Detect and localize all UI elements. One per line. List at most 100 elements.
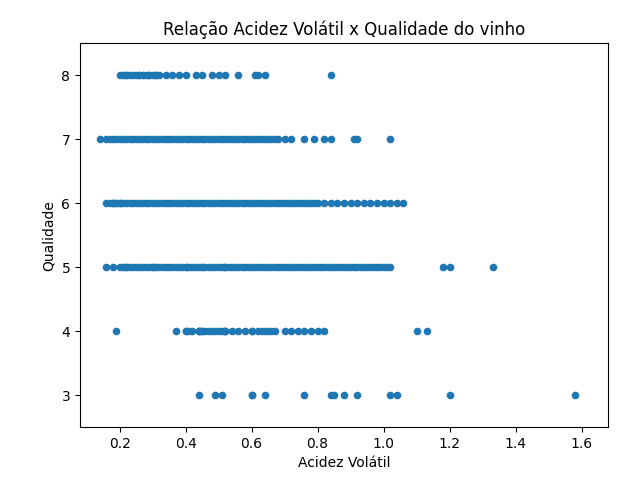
Point [128, 135, 138, 143]
Point [240, 327, 250, 335]
Point [280, 327, 290, 335]
Point [392, 199, 402, 207]
Point [214, 264, 224, 271]
Point [246, 135, 257, 143]
Point [227, 327, 237, 335]
Point [342, 264, 353, 271]
Point [339, 391, 349, 399]
Point [128, 199, 138, 207]
Point [141, 264, 151, 271]
Point [263, 199, 273, 207]
X-axis label: Acidez Volátil: Acidez Volátil [298, 456, 390, 470]
Point [194, 135, 204, 143]
Point [204, 327, 214, 335]
Point [194, 199, 204, 207]
Point [180, 264, 191, 271]
Point [200, 264, 211, 271]
Point [174, 135, 184, 143]
Point [316, 264, 326, 271]
Point [240, 264, 250, 271]
Point [194, 264, 204, 271]
Point [101, 264, 111, 271]
Point [283, 199, 293, 207]
Point [161, 135, 171, 143]
Point [250, 199, 260, 207]
Point [246, 327, 257, 335]
Point [257, 199, 267, 207]
Point [138, 264, 148, 271]
Point [138, 199, 148, 207]
Point [147, 199, 157, 207]
Point [154, 72, 164, 79]
Y-axis label: Qualidade: Qualidade [42, 200, 56, 271]
Point [289, 199, 300, 207]
Point [118, 199, 128, 207]
Point [147, 72, 157, 79]
Point [151, 72, 161, 79]
Point [332, 264, 342, 271]
Point [157, 135, 168, 143]
Point [570, 391, 580, 399]
Point [227, 264, 237, 271]
Point [269, 264, 280, 271]
Point [121, 72, 131, 79]
Point [329, 264, 339, 271]
Point [257, 135, 267, 143]
Point [312, 327, 323, 335]
Point [223, 135, 234, 143]
Point [121, 199, 131, 207]
Point [326, 72, 336, 79]
Point [445, 391, 455, 399]
Point [220, 264, 230, 271]
Point [312, 199, 323, 207]
Point [161, 199, 171, 207]
Point [95, 135, 105, 143]
Point [124, 264, 134, 271]
Point [234, 72, 244, 79]
Point [260, 135, 270, 143]
Point [144, 72, 154, 79]
Point [372, 199, 382, 207]
Point [151, 264, 161, 271]
Point [385, 199, 396, 207]
Point [151, 72, 161, 79]
Point [352, 199, 362, 207]
Point [217, 264, 227, 271]
Point [108, 135, 118, 143]
Point [180, 327, 191, 335]
Point [250, 72, 260, 79]
Point [266, 135, 276, 143]
Point [171, 264, 181, 271]
Point [237, 135, 247, 143]
Point [171, 135, 181, 143]
Point [240, 135, 250, 143]
Point [190, 199, 200, 207]
Point [220, 135, 230, 143]
Point [118, 72, 128, 79]
Point [121, 72, 131, 79]
Point [227, 135, 237, 143]
Point [108, 264, 118, 271]
Point [230, 264, 240, 271]
Point [197, 264, 207, 271]
Point [303, 199, 313, 207]
Point [385, 135, 396, 143]
Point [250, 264, 260, 271]
Point [246, 327, 257, 335]
Point [157, 199, 168, 207]
Point [210, 264, 220, 271]
Point [180, 264, 191, 271]
Point [147, 264, 157, 271]
Point [234, 264, 244, 271]
Point [412, 327, 422, 335]
Point [207, 135, 217, 143]
Point [220, 327, 230, 335]
Point [111, 327, 122, 335]
Point [263, 327, 273, 335]
Point [246, 264, 257, 271]
Point [115, 264, 125, 271]
Point [286, 264, 296, 271]
Point [237, 199, 247, 207]
Point [339, 199, 349, 207]
Point [144, 199, 154, 207]
